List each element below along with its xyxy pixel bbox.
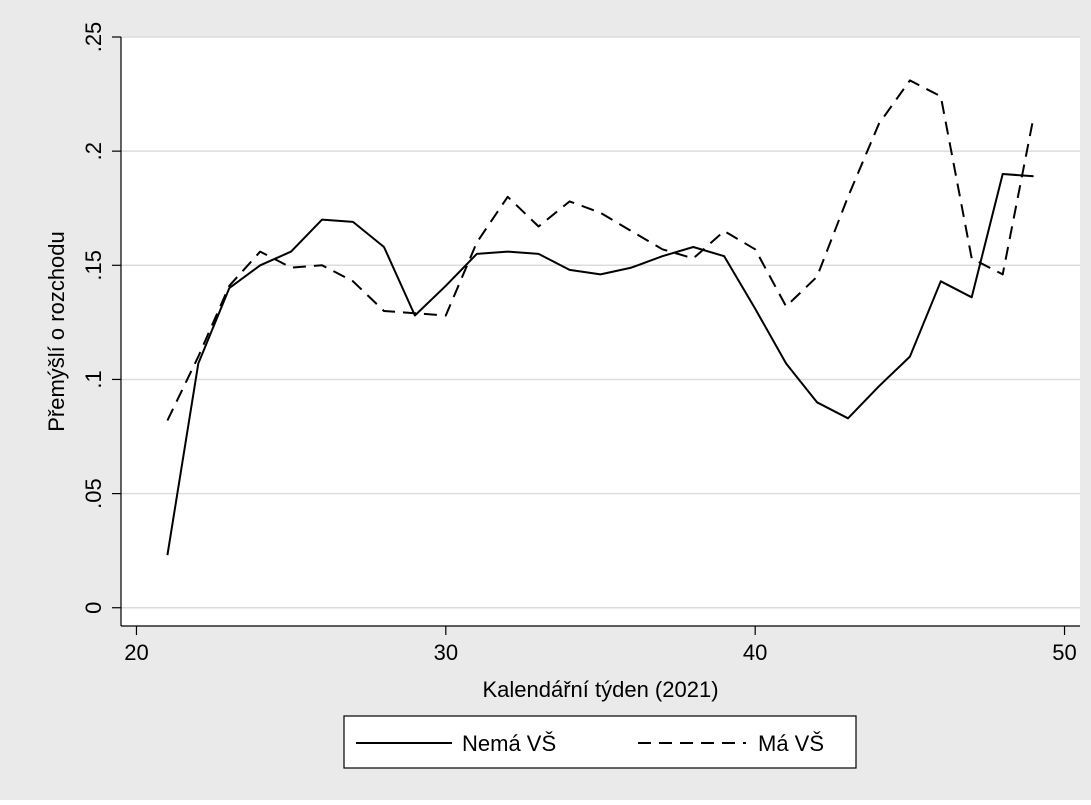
y-tick-label: .1: [81, 370, 106, 388]
y-tick-label: .2: [81, 142, 106, 160]
series-line-ma-vs: [166, 79, 1035, 421]
gridlines: [121, 36, 1080, 609]
y-tick-label: .25: [81, 22, 106, 53]
legend-label-ma-vs: Má VŠ: [758, 731, 824, 756]
axes: 0 .05 .1 .15 .2 .25 20 30 40 50: [81, 22, 1080, 665]
y-tick-label: .05: [81, 478, 106, 509]
legend: Nemá VŠ Má VŠ: [343, 715, 857, 769]
series-line-nema-vs: [166, 173, 1034, 556]
y-tick-label: .15: [81, 250, 106, 281]
x-tick-label: 40: [743, 640, 767, 665]
y-tick-label: 0: [81, 602, 106, 614]
x-tick-label: 30: [434, 640, 458, 665]
series-lines: [166, 79, 1035, 556]
x-tick-label: 50: [1052, 640, 1076, 665]
x-axis-label: Kalendářní týden (2021): [482, 677, 718, 702]
x-tick-label: 20: [124, 640, 148, 665]
legend-label-nema-vs: Nemá VŠ: [462, 731, 556, 756]
plot-area: [121, 37, 1080, 626]
y-axis-label: Přemýšlí o rozchodu: [44, 231, 69, 432]
